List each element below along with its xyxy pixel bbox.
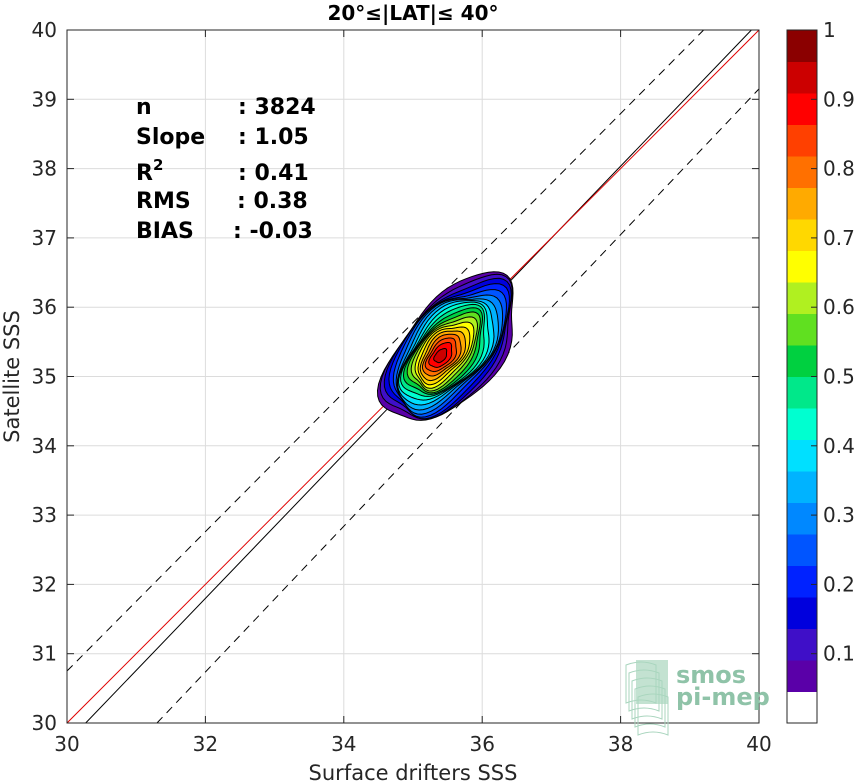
colorbar-segment (787, 61, 817, 94)
chart-title: 20°≤|LAT|≤ 40° (327, 1, 498, 25)
colorbar-segment (787, 187, 817, 220)
y-tick-label: 37 (32, 226, 57, 250)
x-tick-label: 34 (331, 732, 356, 756)
colorbar-segment (787, 313, 817, 346)
y-tick-label: 34 (32, 434, 57, 458)
colorbar: 0.1 0.2 0.3 0.4 0.5 0.6 0.7 0.8 0.9 1 (786, 18, 855, 724)
y-tick-label: 32 (32, 572, 57, 596)
density-contours (376, 271, 514, 421)
colorbar-tick-label: 0.3 (823, 503, 855, 527)
colorbar-segment (787, 660, 817, 692)
stat-value: : 0.38 (237, 189, 308, 214)
colorbar-segment (787, 219, 817, 251)
colorbar-tick-label: 0.5 (823, 365, 855, 389)
x-axis-label: Surface drifters SSS (309, 761, 518, 784)
colorbar-tick-label: 0.6 (823, 295, 855, 319)
stat-label: Slope (136, 125, 205, 150)
colorbar-segment (787, 502, 817, 535)
stat-label: n (136, 95, 152, 120)
colorbar-segment (787, 156, 817, 188)
y-axis-ticks: 30 31 32 33 34 35 36 37 38 39 40 (32, 18, 759, 735)
colorbar-segment (787, 282, 817, 314)
logo-text-smos: smos (676, 661, 746, 689)
colorbar-tick-label: 0.1 (823, 642, 855, 666)
y-tick-label: 40 (32, 18, 57, 42)
colorbar-segment (787, 628, 817, 661)
colorbar-segment (787, 597, 817, 629)
x-tick-label: 36 (469, 732, 494, 756)
colorbar-segment (787, 124, 817, 157)
colorbar-tick-label: 0.9 (823, 87, 855, 111)
y-tick-label: 39 (32, 87, 57, 111)
y-tick-label: 36 (32, 295, 57, 319)
x-tick-label: 38 (608, 732, 633, 756)
stat-value: : 1.05 (238, 125, 309, 150)
contour-level (433, 348, 448, 364)
y-tick-label: 33 (32, 503, 57, 527)
colorbar-segment (787, 439, 817, 472)
colorbar-tick-label: 0.7 (823, 226, 855, 250)
colorbar-segment (787, 93, 817, 125)
statistics-box: n : 3824 Slope : 1.05 R2 : 0.41 RMS : 0.38 BIAS:… (136, 95, 316, 244)
logo-text-pi-mep: pi-mep (676, 683, 770, 711)
stat-value: : 3824 (238, 95, 316, 120)
logo-block (636, 660, 668, 704)
x-tick-label: 40 (746, 732, 771, 756)
colorbar-segment (787, 250, 817, 283)
y-tick-label: 35 (32, 365, 57, 389)
colorbar-segment (787, 691, 817, 724)
colorbar-segment (787, 30, 817, 62)
colorbar-tick-label: 1 (823, 18, 836, 42)
colorbar-tick-label: 0.2 (823, 572, 855, 596)
stat-label: RMS (136, 189, 191, 214)
x-tick-label: 32 (193, 732, 218, 756)
colorbar-segment (787, 345, 817, 377)
upper-bound-line (66, 29, 704, 672)
stat-label: BIAS (136, 219, 194, 244)
colorbar-segment (787, 565, 817, 598)
colorbar-segment (787, 408, 817, 440)
colorbar-segment (787, 534, 817, 566)
colorbar-tick-label: 0.8 (823, 157, 855, 181)
y-tick-label: 31 (32, 642, 57, 666)
stat-label: R2 (136, 156, 163, 186)
x-tick-label: 30 (54, 732, 79, 756)
y-tick-label: 38 (32, 157, 57, 181)
stat-value: : 0.41 (238, 161, 309, 186)
lower-bound-line (156, 88, 760, 724)
stat-value: : -0.03 (233, 219, 313, 244)
y-axis-label: Satellite SSS (0, 310, 24, 443)
colorbar-segment (787, 471, 817, 503)
stat-superscript: 2 (153, 156, 163, 174)
y-tick-label: 30 (32, 711, 57, 735)
colorbar-tick-label: 0.4 (823, 434, 855, 458)
x-axis-ticks: 30 32 34 36 38 40 (54, 30, 772, 756)
grid (67, 30, 759, 723)
colorbar-segment (787, 376, 817, 409)
